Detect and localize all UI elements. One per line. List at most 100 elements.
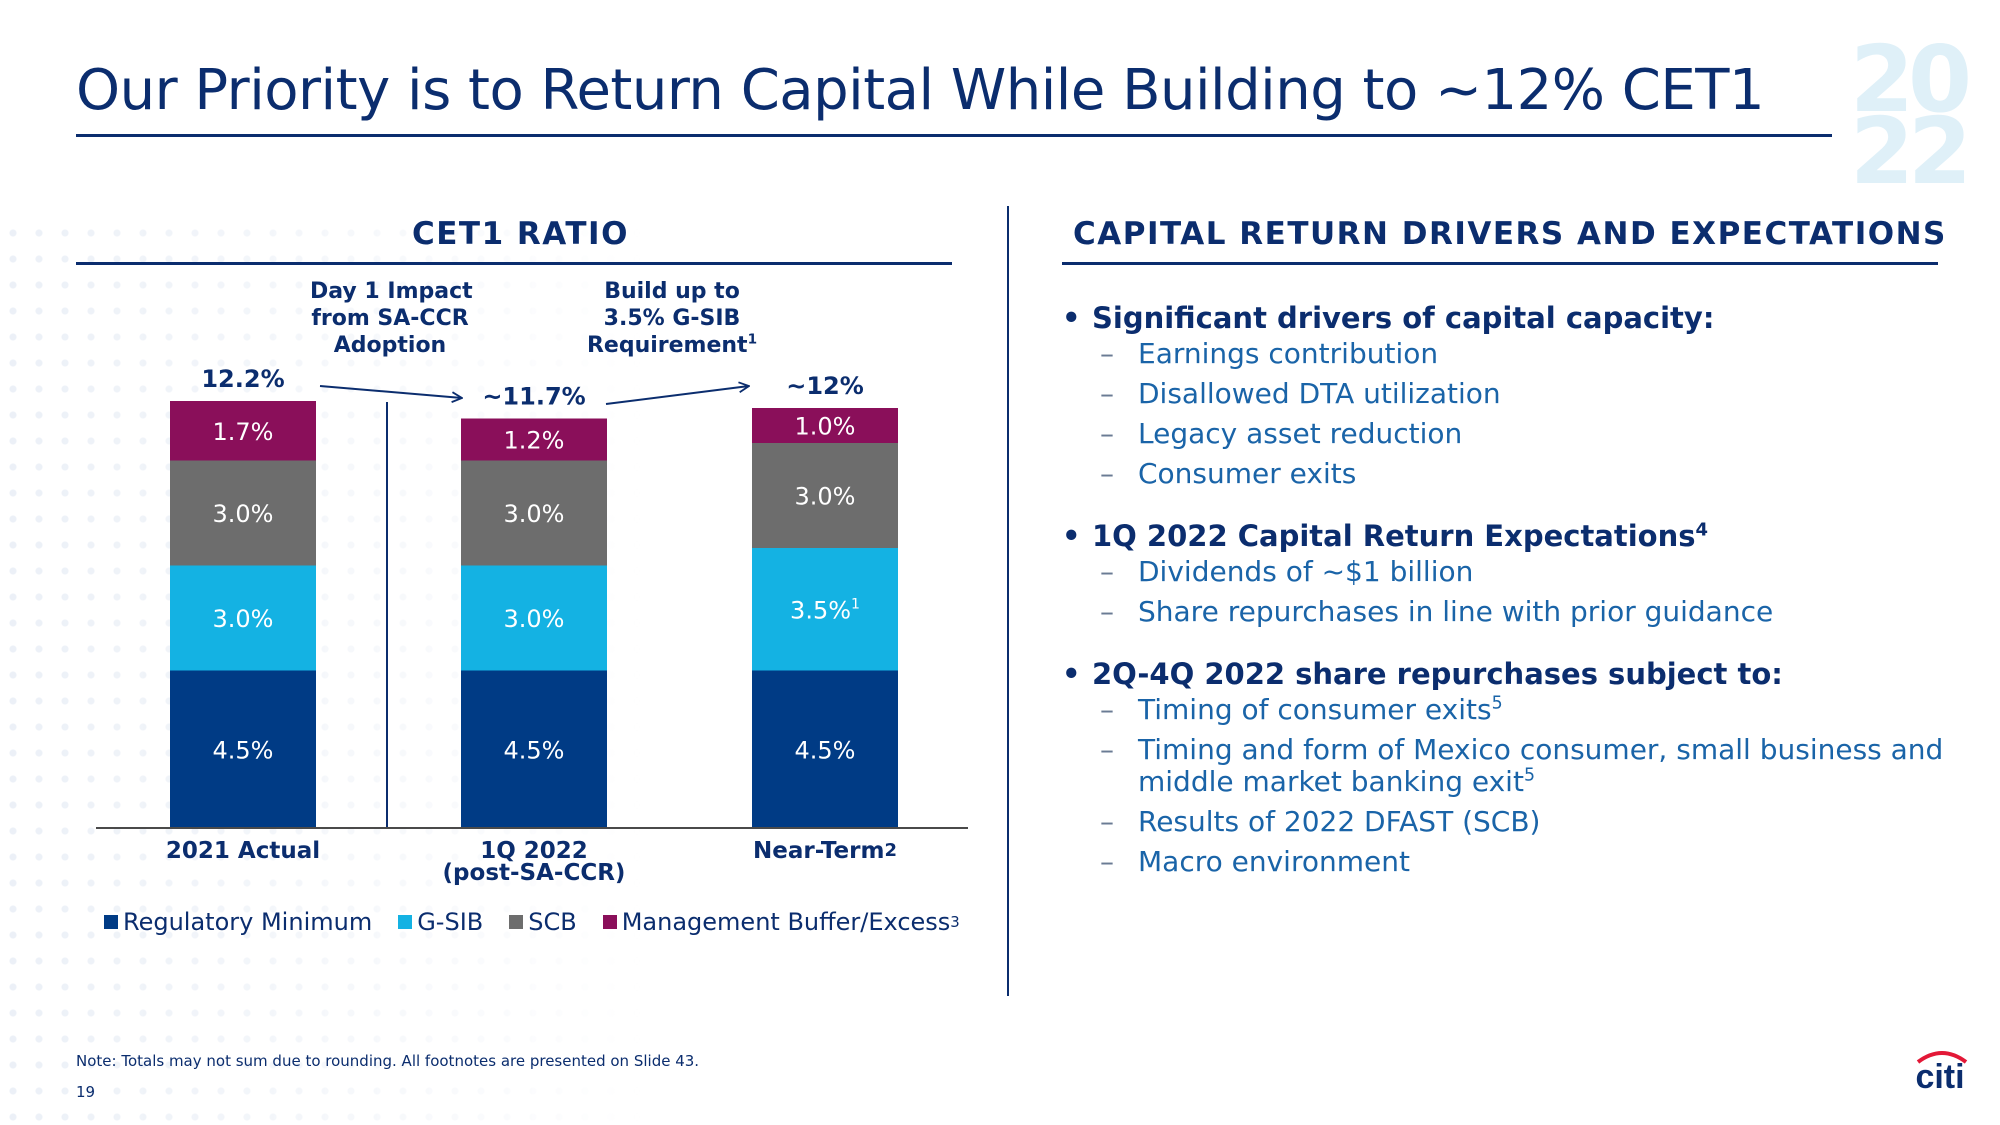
data-label: 3.0% — [504, 605, 565, 633]
footnote-marker: 1 — [747, 331, 758, 348]
logo-wordmark: citi — [1915, 1058, 1964, 1092]
legend-swatch — [509, 915, 524, 929]
dash-icon: – — [1100, 595, 1114, 628]
data-label: 1.0% — [795, 413, 856, 441]
day1-impact-arrow — [319, 385, 462, 398]
bar-total-label: ~11.7% — [482, 383, 585, 411]
footnote-marker: 5 — [1491, 693, 1503, 714]
bullet-group: • 2Q-4Q 2022 share repurchases subject to… — [1062, 654, 1962, 878]
bullet-heading: • 1Q 2022 Capital Return Expectations4 — [1062, 516, 1962, 556]
legend-label: G-SIB — [417, 908, 484, 936]
title-underline — [76, 134, 1832, 137]
drivers-section-title: CAPITAL RETURN DRIVERS AND EXPECTATIONS — [1073, 216, 1947, 252]
year-digit: 0 — [1908, 26, 1973, 133]
annotation-line: 3.5% G-SIB — [603, 306, 741, 331]
data-label-text: 1.7% — [213, 418, 274, 446]
data-label: 3.0% — [504, 500, 565, 528]
data-label: 1.7% — [213, 418, 274, 446]
bullet-dot-icon: • — [1062, 301, 1081, 335]
legend-label: Regulatory Minimum — [123, 908, 373, 936]
drivers-section-rule — [1062, 262, 1938, 265]
sub-bullet-text: Disallowed DTA utilization — [1138, 377, 1501, 410]
bar-total-label: 12.2% — [201, 365, 284, 393]
legend-item: G-SIB — [398, 908, 483, 936]
annotation-line: from SA-CCR — [311, 306, 469, 331]
footnote-note: Note: Totals may not sum due to rounding… — [76, 1052, 700, 1070]
sub-bullet: – Macro environment — [1062, 846, 1962, 878]
x-tick-label: 1Q 2022 — [480, 838, 588, 864]
sub-bullet: – Earnings contribution — [1062, 338, 1962, 370]
x-tick-text: 2021 Actual — [166, 838, 320, 864]
build-up-arrow — [605, 386, 749, 405]
annotation-line: Requirement1 — [582, 332, 762, 359]
bar-segment — [461, 670, 607, 828]
dot-pattern-background — [0, 220, 820, 1125]
bullet-heading-text: 1Q 2022 Capital Return Expectations — [1092, 519, 1696, 553]
bar-segment — [752, 670, 898, 828]
sub-bullet: – Timing of consumer exits5 — [1062, 694, 1962, 726]
sub-bullet-text: Legacy asset reduction — [1138, 417, 1463, 450]
dash-icon: – — [1100, 805, 1114, 838]
data-label: 1.2% — [504, 427, 565, 455]
data-label: 4.5% — [213, 736, 274, 764]
footnote-marker: 2 — [884, 840, 897, 861]
footnote-marker: 1 — [851, 596, 860, 612]
sub-bullet: – Dividends of ~$1 billion — [1062, 556, 1962, 588]
dash-icon: – — [1100, 693, 1114, 726]
sub-bullet: – Timing and form of Mexico consumer, sma… — [1062, 734, 1962, 798]
year-watermark: 2 0 2 2 — [1846, 26, 1986, 198]
data-label: 4.5% — [795, 736, 856, 764]
data-label-text: 3.0% — [795, 483, 856, 511]
data-label: 3.0% — [213, 605, 274, 633]
sub-bullet: – Legacy asset reduction — [1062, 418, 1962, 450]
dash-icon: – — [1100, 845, 1114, 878]
year-digit: 2 — [1850, 26, 1915, 133]
day1-impact-annotation: Day 1 Impact from SA-CCR Adoption — [310, 278, 473, 359]
data-label: 3.0% — [213, 500, 274, 528]
build-up-annotation: Build up to 3.5% G-SIB Requirement1 — [582, 278, 762, 359]
legend-label: Management Buffer/Excess — [621, 908, 951, 936]
bar-segment — [752, 408, 898, 443]
bar-segment — [170, 401, 316, 461]
bullet-heading-text: 2Q-4Q 2022 share repurchases subject to: — [1092, 657, 1783, 691]
footnote-marker: 4 — [1695, 519, 1709, 541]
sub-bullet-text: Timing and form of Mexico consumer, smal… — [1138, 733, 1944, 798]
data-label-text: 3.0% — [213, 605, 274, 633]
x-tick-text: Near-Term — [753, 838, 884, 864]
data-label-text: 3.0% — [213, 500, 274, 528]
page-title: Our Priority is to Return Capital While … — [76, 58, 1765, 123]
data-label-text: 3.0% — [504, 500, 565, 528]
dash-icon: – — [1100, 733, 1114, 766]
sub-bullet-text: Timing of consumer exits — [1138, 693, 1492, 726]
data-label-text: 4.5% — [795, 736, 856, 764]
data-label-text: 4.5% — [213, 736, 274, 764]
dash-icon: – — [1100, 457, 1114, 490]
sub-bullet-text: Macro environment — [1138, 845, 1410, 878]
year-digit: 2 — [1908, 98, 1973, 205]
data-label-text: 1.0% — [795, 413, 856, 441]
bar-segment — [752, 443, 898, 548]
bullet-heading-text: Significant drivers of capital capacity: — [1092, 301, 1715, 335]
dash-icon: – — [1100, 337, 1114, 370]
bar-segment — [170, 670, 316, 828]
sub-bullet-text: Results of 2022 DFAST (SCB) — [1138, 805, 1541, 838]
bar-segment — [461, 418, 607, 461]
data-label-text: 4.5% — [504, 736, 565, 764]
legend-swatch — [602, 915, 617, 929]
year-digit: 2 — [1850, 98, 1915, 205]
sub-bullet-text: Consumer exits — [1138, 457, 1357, 490]
dash-icon: – — [1100, 377, 1114, 410]
legend-swatch — [398, 915, 413, 929]
bar-segment — [752, 548, 898, 671]
chart-legend: Regulatory Minimum G-SIB SCB Management Buf… — [104, 908, 986, 936]
bar-segment — [170, 460, 316, 566]
sub-bullet-text: Earnings contribution — [1138, 337, 1439, 370]
annotation-line: Adoption — [333, 333, 447, 358]
bar-segment — [170, 565, 316, 671]
sub-bullet: – Results of 2022 DFAST (SCB) — [1062, 806, 1962, 838]
annotation-text: Requirement — [586, 333, 748, 358]
data-label: 3.0% — [795, 483, 856, 511]
data-label: 4.5% — [504, 736, 565, 764]
section-divider — [1007, 206, 1009, 996]
sub-bullet: – Share repurchases in line with prior gu… — [1062, 596, 1962, 628]
